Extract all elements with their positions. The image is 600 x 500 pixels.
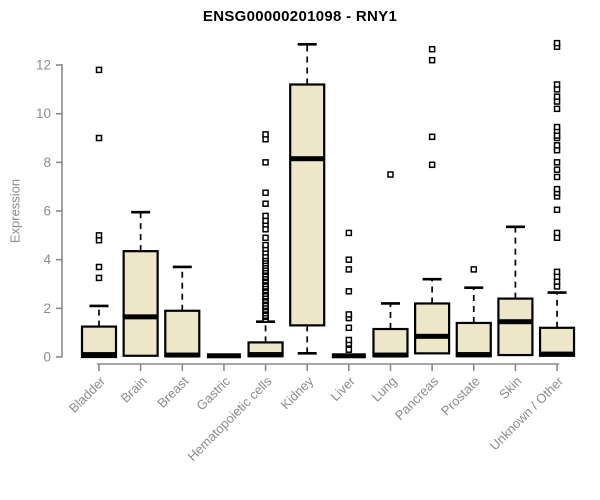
y-tick-label: 6: [43, 204, 51, 219]
iqr-box: [164, 309, 201, 358]
outlier-point: [553, 142, 561, 149]
y-tick-label: 0: [43, 350, 51, 365]
box-kidney: [289, 43, 326, 355]
outlier-point: [553, 268, 561, 276]
median-line: [540, 351, 575, 357]
outlier-point: [553, 166, 561, 173]
outlier-point: [345, 288, 353, 295]
outlier-point: [262, 200, 269, 207]
x-category-label: Skin: [496, 374, 524, 402]
median-line: [165, 352, 200, 358]
box-gastric: [206, 353, 241, 359]
x-category-label: Unknown / Other: [487, 373, 567, 453]
iqr-box: [122, 250, 159, 357]
median-line: [248, 352, 283, 358]
y-tick-label: 10: [36, 106, 51, 121]
outlier-point: [262, 241, 269, 249]
outlier-point: [553, 123, 561, 131]
outlier-point: [387, 171, 394, 178]
outlier-point: [95, 66, 103, 74]
outlier-point: [553, 173, 561, 181]
y-tick-label: 2: [43, 301, 51, 316]
outlier-point: [345, 311, 353, 318]
box-lung: [372, 171, 409, 358]
outlier-point: [553, 206, 561, 214]
box-skin: [497, 225, 534, 357]
box-prostate: [455, 266, 492, 358]
iqr-box: [80, 325, 118, 359]
median-line: [415, 333, 450, 339]
median-line: [206, 353, 241, 359]
outlier-point: [553, 185, 561, 193]
outlier-point: [345, 336, 353, 344]
x-category-label: Brain: [118, 374, 150, 406]
x-category-label: Gastric: [193, 373, 233, 413]
median-line: [373, 352, 408, 358]
outlier-point: [428, 45, 436, 53]
box-bladder: [80, 66, 118, 359]
box-liver: [331, 229, 366, 359]
iqr-box: [538, 326, 576, 357]
median-line: [290, 156, 325, 162]
iqr-box: [372, 327, 409, 358]
y-tick-label: 4: [43, 252, 51, 267]
median-line: [456, 352, 491, 358]
iqr-box: [289, 83, 326, 327]
x-category-label: Bladder: [66, 373, 109, 416]
outlier-point: [553, 105, 561, 113]
outlier-point: [95, 263, 103, 271]
outlier-point: [262, 131, 269, 138]
outlier-point: [428, 56, 436, 64]
x-category-label: Kidney: [278, 373, 317, 412]
x-category-label: Lung: [369, 374, 400, 405]
y-tick-label: 12: [36, 58, 51, 73]
outlier-point: [553, 39, 561, 47]
outlier-point: [470, 266, 478, 273]
outlier-point: [428, 133, 436, 141]
outlier-point: [95, 134, 103, 142]
box-breast: [164, 265, 201, 358]
outlier-point: [553, 81, 561, 88]
box-pancreas: [414, 45, 451, 355]
chart-title: ENSG00000201098 - RNY1: [202, 8, 398, 25]
iqr-box: [497, 297, 534, 357]
outlier-point: [428, 161, 436, 169]
outlier-point: [345, 346, 353, 353]
outlier-point: [345, 256, 353, 263]
x-category-label: Pancreas: [392, 373, 442, 423]
median-line: [82, 352, 116, 358]
y-tick-label: 8: [43, 155, 51, 170]
outlier-point: [262, 212, 269, 220]
outlier-point: [553, 229, 561, 237]
outlier-point: [345, 324, 353, 332]
median-line: [331, 353, 366, 359]
outlier-point: [95, 232, 103, 239]
outlier-point: [345, 229, 353, 237]
outlier-point: [262, 189, 269, 197]
outlier-point: [553, 159, 561, 166]
box-hematopoietic-cells: [247, 131, 284, 358]
iqr-box: [455, 321, 492, 358]
median-line: [123, 314, 158, 320]
outlier-point: [262, 159, 269, 166]
outlier-point: [345, 266, 353, 273]
x-category-label: Breast: [154, 373, 191, 410]
outlier-point: [262, 234, 269, 242]
box-unknown-other: [538, 39, 576, 357]
outlier-point: [553, 93, 561, 100]
box-brain: [122, 210, 159, 357]
x-category-label: Liver: [327, 373, 358, 404]
iqr-box: [414, 302, 451, 355]
median-line: [498, 319, 533, 325]
outlier-point: [95, 274, 103, 282]
x-category-label: Prostate: [438, 374, 483, 419]
